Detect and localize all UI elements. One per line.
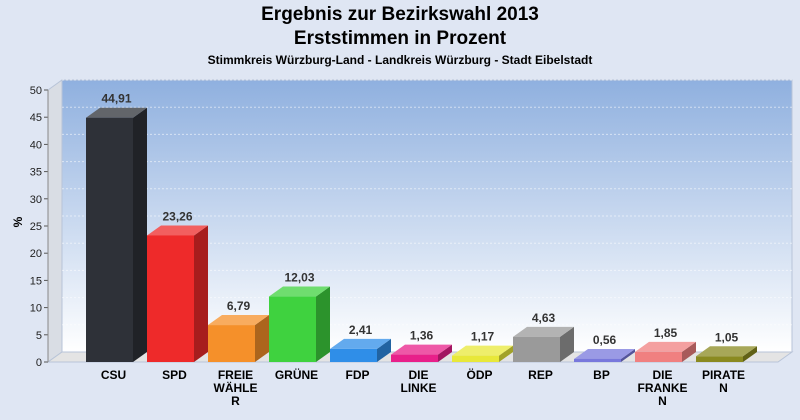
bar <box>635 351 682 362</box>
bar <box>330 348 377 362</box>
category-label: DIE FRANKE N <box>638 368 688 408</box>
y-axis-label: % <box>11 216 25 227</box>
bar <box>391 354 438 362</box>
bar-top <box>635 341 696 352</box>
y-tick-label: 50 <box>30 85 42 97</box>
bar-top <box>696 346 757 357</box>
bar-side <box>682 341 696 362</box>
category-label: SPD <box>162 368 187 382</box>
y-tick-label: 0 <box>36 357 42 369</box>
category-label-line: R <box>231 394 240 408</box>
value-label: 6,79 <box>227 299 251 313</box>
bar <box>86 117 133 362</box>
bar-top <box>147 225 208 236</box>
bar-side <box>621 348 635 362</box>
value-label: 23,26 <box>162 209 192 223</box>
y-tick-label: 10 <box>30 303 42 315</box>
category-label-line: ÖDP <box>466 367 492 382</box>
category-label-line: N <box>719 381 728 395</box>
category-label-line: CSU <box>101 368 126 382</box>
category-label: PIRATE N <box>702 368 745 395</box>
category-label: CSU <box>101 368 126 382</box>
bar <box>208 325 255 362</box>
y-tick-label: 15 <box>30 275 42 287</box>
y-tick-label: 35 <box>30 167 42 179</box>
category-label-line: DIE <box>408 368 428 382</box>
y-tick-label: 25 <box>30 221 42 233</box>
bar <box>513 336 560 362</box>
category-label-line: GRÜNE <box>275 367 318 382</box>
category-label-line: BP <box>593 368 610 382</box>
category-label: DIE LINKE <box>401 368 437 395</box>
bar-side <box>133 107 147 362</box>
bar-top <box>330 338 391 349</box>
category-label-line: LINKE <box>401 381 437 395</box>
bar-top <box>391 344 452 355</box>
value-label: 12,03 <box>284 271 314 285</box>
bar-top <box>513 326 574 337</box>
category-label: REP <box>528 368 553 382</box>
chart-subtitle: Erststimmen in Prozent <box>293 28 507 49</box>
bar-top <box>86 107 147 118</box>
value-label: 1,85 <box>654 326 678 340</box>
category-label-line: WÄHLE <box>214 380 258 395</box>
y-tick-label: 20 <box>30 248 42 260</box>
y-tick-label: 5 <box>36 330 42 342</box>
category-label-line: REP <box>528 368 553 382</box>
category-label-line: SPD <box>162 368 187 382</box>
value-label: 1,05 <box>715 330 739 344</box>
chart-title: Ergebnis zur Bezirkswahl 2013 <box>261 4 539 25</box>
category-label: GRÜNE <box>275 367 318 382</box>
category-label: FREIE WÄHLE R <box>214 368 258 408</box>
bar-side <box>743 346 757 362</box>
value-label: 2,41 <box>349 323 373 337</box>
bar-side <box>560 326 574 362</box>
value-label: 1,36 <box>410 329 434 343</box>
bar-top <box>208 315 269 326</box>
bar <box>452 355 499 362</box>
category-label: BP <box>593 368 610 382</box>
category-label: ÖDP <box>466 367 492 382</box>
category-label-line: FREIE <box>218 368 253 382</box>
bar <box>696 356 743 362</box>
category-label-line: DIE <box>652 368 672 382</box>
bar <box>574 358 621 362</box>
value-label: 1,17 <box>471 330 495 344</box>
bar-side <box>438 344 452 362</box>
bar-top <box>574 348 635 359</box>
value-label: 0,56 <box>593 333 617 347</box>
y-tick-label: 45 <box>30 112 42 124</box>
category-label-line: FDP <box>346 368 370 382</box>
bar-top <box>269 286 330 297</box>
category-label-line: FRANKE <box>638 381 688 395</box>
bar-top <box>452 345 513 356</box>
y-tick-label: 40 <box>30 139 42 151</box>
bar <box>147 235 194 362</box>
category-label-line: PIRATE <box>702 368 745 382</box>
plot-left-wall <box>47 79 63 363</box>
bar-side <box>255 315 269 362</box>
bar-side <box>316 286 330 362</box>
category-label-line: N <box>658 394 667 408</box>
category-label: FDP <box>346 368 370 382</box>
bar <box>269 296 316 362</box>
y-tick-label: 30 <box>30 194 42 206</box>
bar-side <box>499 345 513 362</box>
value-label: 4,63 <box>532 311 556 325</box>
value-label: 44,91 <box>101 92 131 106</box>
bar-side <box>194 225 208 362</box>
bar-side <box>377 338 391 362</box>
chart-caption: Stimmkreis Würzburg-Land - Landkreis Wür… <box>207 53 593 67</box>
